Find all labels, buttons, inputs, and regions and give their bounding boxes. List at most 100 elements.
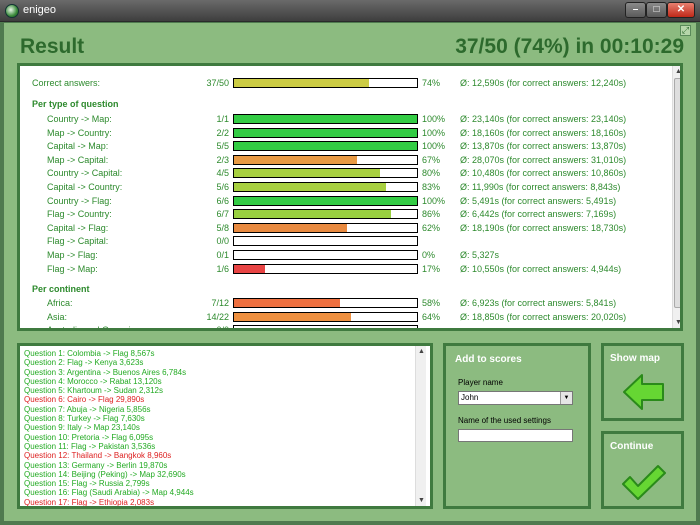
row-percent: 67% — [422, 154, 441, 165]
question-item[interactable]: Question 15: Flag -> Russia 2,799s — [24, 479, 150, 489]
player-name-select[interactable]: John ▼ — [458, 391, 573, 405]
progress-bar — [233, 182, 418, 192]
question-item[interactable]: Question 9: Italy -> Map 23,140s — [24, 423, 140, 433]
page-title: Result — [20, 35, 85, 58]
row-label: Correct answers: — [32, 78, 101, 88]
progress-bar — [233, 154, 418, 165]
progress-fill — [234, 264, 266, 273]
question-type-row: Country -> Capital: 4/5 80% Ø: 10,480s (for… — [20, 167, 668, 180]
row-count: 2/2 — [216, 127, 229, 138]
row-label: Flag -> Capital: — [47, 236, 109, 247]
question-item[interactable]: Question 1: Colombia -> Flag 8,567s — [24, 349, 155, 358]
progress-bar — [233, 195, 418, 206]
scroll-thumb[interactable] — [674, 78, 680, 308]
show-map-label: Show map — [610, 353, 661, 364]
row-percent: 64% — [422, 311, 441, 322]
row-average: Ø: 23,140s (for correct answers: 23,140s… — [460, 114, 627, 124]
row-average: Ø: 18,160s (for correct answers: 18,160s… — [460, 127, 627, 138]
progress-fill — [234, 79, 370, 87]
minimize-button[interactable]: – — [625, 2, 646, 18]
show-map-button[interactable]: Show map — [601, 343, 684, 421]
question-item[interactable]: Question 5: Khartoum -> Sudan 2,312s — [24, 386, 163, 396]
row-label: Capital -> Flag: — [47, 222, 109, 233]
row-count: 5/5 — [216, 141, 229, 152]
row-percent: 100% — [422, 127, 446, 138]
section-heading-continent: Per continent — [32, 284, 90, 294]
questions-scrollbar[interactable]: ▲ ▼ — [415, 346, 426, 506]
chevron-down-icon[interactable]: ▼ — [560, 392, 572, 404]
progress-fill — [234, 210, 392, 219]
question-type-row: Map -> Flag: 0/1 0% Ø: 5,327s — [20, 249, 668, 262]
progress-bar — [233, 209, 418, 220]
row-label: Africa: — [47, 298, 73, 308]
progress-fill — [234, 196, 417, 205]
question-type-row: Capital -> Country: 5/6 83% Ø: 11,990s (for… — [20, 181, 668, 194]
row-label: Map -> Country: — [47, 127, 112, 138]
progress-fill — [234, 128, 417, 137]
row-percent: 86% — [422, 209, 441, 220]
question-item[interactable]: Question 6: Cairo -> Flag 29,890s — [24, 395, 145, 405]
row-count: 2/3 — [216, 154, 229, 165]
expand-icon[interactable]: ⤢ — [680, 25, 691, 36]
row-count: 6/7 — [216, 209, 229, 220]
row-average: Ø: 5,327s — [460, 250, 500, 260]
continent-row: Asia: 14/22 64% Ø: 18,850s (for correct ans… — [20, 311, 668, 324]
row-label: Capital -> Country: — [47, 182, 123, 192]
question-type-row: Country -> Flag: 6/6 100% Ø: 5,491s (for co… — [20, 195, 668, 208]
close-button[interactable]: ✕ — [667, 2, 695, 18]
row-count: 14/22 — [206, 311, 229, 322]
progress-fill — [234, 155, 357, 164]
continent-row: Australia and Oceania: 0/0 — [20, 324, 668, 328]
progress-fill — [234, 142, 417, 151]
row-count: 4/5 — [216, 168, 229, 179]
row-average: Ø: 28,070s (for correct answers: 31,010s… — [460, 154, 627, 165]
continue-label: Continue — [610, 441, 654, 452]
settings-name-input[interactable] — [458, 429, 573, 442]
continue-button[interactable]: Continue — [601, 431, 684, 509]
row-label: Asia: — [47, 311, 68, 322]
question-item[interactable]: Question 8: Turkey -> Flag 7,630s — [24, 414, 145, 424]
player-name-value: John — [461, 393, 479, 402]
checkmark-icon — [622, 465, 666, 500]
maximize-button[interactable]: □ — [646, 2, 667, 18]
question-type-row: Capital -> Map: 5/5 100% Ø: 13,870s (for co… — [20, 140, 668, 153]
progress-fill — [234, 115, 417, 123]
row-average: Ø: 10,480s (for correct answers: 10,860s… — [460, 168, 627, 179]
row-count: 1/1 — [216, 114, 229, 124]
question-item[interactable]: Question 12: Thailand -> Bangkok 8,960s — [24, 451, 172, 461]
row-average: Ø: 12,590s (for correct answers: 12,240s… — [460, 78, 627, 88]
question-item[interactable]: Question 14: Beijing (Peking) -> Map 32,… — [24, 469, 186, 479]
stats-scrollbar[interactable]: ▲ ▼ — [672, 66, 682, 328]
scroll-up-icon[interactable]: ▲ — [675, 68, 682, 75]
scroll-up-icon[interactable]: ▲ — [418, 348, 425, 355]
question-item[interactable]: Question 7: Abuja -> Nigeria 5,856s — [24, 404, 151, 414]
row-label: Australia and Oceania: — [47, 325, 138, 328]
scroll-down-icon[interactable]: ▼ — [418, 497, 425, 504]
progress-fill — [234, 299, 341, 307]
row-average: Ø: 6,442s (for correct answers: 7,169s) — [460, 209, 617, 220]
row-average: Ø: 13,870s (for correct answers: 13,870s… — [460, 141, 627, 152]
score-summary: 37/50 (74%) in 00:10:29 — [455, 35, 684, 58]
stats-panel: Correct answers: 37/50 74% Ø: 12,590s (f… — [17, 63, 683, 331]
question-item[interactable]: Question 16: Flag (Saudi Arabia) -> Map … — [24, 488, 194, 498]
question-item[interactable]: Question 13: Germany -> Berlin 19,870s — [24, 460, 168, 470]
player-name-label: Player name — [458, 378, 503, 387]
row-average: Ø: 11,990s (for correct answers: 8,843s) — [460, 182, 621, 192]
question-item[interactable]: Question 17: Flag -> Ethiopia 2,083s — [24, 497, 155, 507]
settings-name-label: Name of the used settings — [458, 416, 551, 425]
row-label: Country -> Map: — [47, 114, 112, 124]
question-list[interactable]: Question 1: Colombia -> Flag 8,567s Quest… — [24, 349, 414, 507]
progress-bar — [233, 325, 418, 328]
question-type-row: Country -> Map: 1/1 100% Ø: 23,140s (for co… — [20, 113, 668, 126]
scroll-down-icon[interactable]: ▼ — [675, 319, 682, 326]
app-globe-icon — [5, 4, 19, 18]
row-percent: 58% — [422, 298, 441, 308]
question-item[interactable]: Question 4: Morocco -> Rabat 13,120s — [24, 376, 162, 386]
question-item[interactable]: Question 2: Flag -> Kenya 3,623s — [24, 358, 144, 368]
question-item[interactable]: Question 10: Pretoria -> Flag 6,095s — [24, 432, 154, 442]
progress-bar — [233, 298, 418, 308]
progress-bar — [233, 141, 418, 152]
row-count: 37/50 — [206, 78, 229, 88]
question-item[interactable]: Question 11: Flag -> Pakistan 3,536s — [24, 441, 156, 451]
question-item[interactable]: Question 3: Argentina -> Buenos Aires 6,… — [24, 367, 187, 377]
